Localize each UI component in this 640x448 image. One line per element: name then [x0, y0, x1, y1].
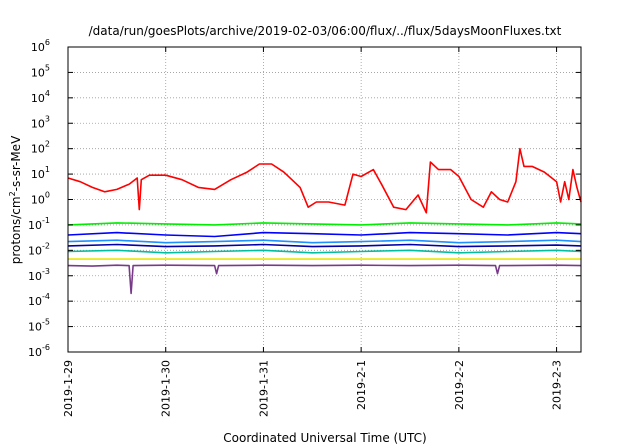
series-line-6 — [67, 249, 582, 254]
y-tick-label: 102 — [31, 140, 50, 156]
grid-lines — [68, 47, 581, 352]
y-tick-label: 10-4 — [28, 292, 50, 308]
y-tick-label: 106 — [31, 38, 50, 54]
y-tick-label: 10-5 — [28, 318, 50, 334]
x-tick-label: 2019-1-31 — [257, 360, 270, 417]
plot-frame — [67, 46, 582, 353]
series-layer — [67, 147, 582, 295]
x-axis-label: Coordinated Universal Time (UTC) — [223, 431, 426, 445]
x-tick-label: 2019-2-1 — [355, 360, 368, 410]
series-line-8 — [67, 264, 582, 295]
y-tick-label: 103 — [31, 114, 50, 130]
y-tick-label: 100 — [31, 191, 50, 207]
y-axis-label-rest: -s-sr-MeV — [9, 135, 23, 191]
y-axis-label: protons/cm2-s-sr-MeV — [8, 135, 23, 264]
y-axis-label-base: protons/cm — [9, 196, 23, 264]
y-tick-label: 10-3 — [28, 267, 50, 283]
series-line-1 — [67, 147, 582, 214]
series-line-3 — [67, 231, 582, 238]
series-line-4 — [67, 239, 582, 244]
y-tick-label: 10-2 — [28, 241, 50, 257]
series-line-2 — [67, 222, 582, 226]
x-tick-label: 2019-1-29 — [62, 360, 75, 417]
chart-title: /data/run/goesPlots/archive/2019-02-03/0… — [89, 24, 562, 38]
series-line-5 — [67, 243, 582, 248]
x-tick-label: 2019-1-30 — [160, 360, 173, 417]
y-axis-label-sup: 2 — [8, 191, 17, 196]
y-tick-label: 10-6 — [28, 343, 50, 359]
x-tick-label: 2019-2-3 — [551, 360, 564, 410]
y-tick-label: 105 — [31, 63, 50, 79]
y-tick-label: 10-1 — [28, 216, 50, 232]
y-tick-label: 104 — [31, 89, 50, 105]
x-axis: 2019-1-29 2019-1-30 2019-1-31 2019-2-1 2019-… — [62, 47, 564, 417]
y-tick-label: 101 — [31, 165, 50, 181]
x-tick-label: 2019-2-2 — [453, 360, 466, 410]
y-axis: 10-6 10-5 10-4 10-3 10-2 10-1 100 101 102 103 104 1… — [28, 38, 581, 359]
